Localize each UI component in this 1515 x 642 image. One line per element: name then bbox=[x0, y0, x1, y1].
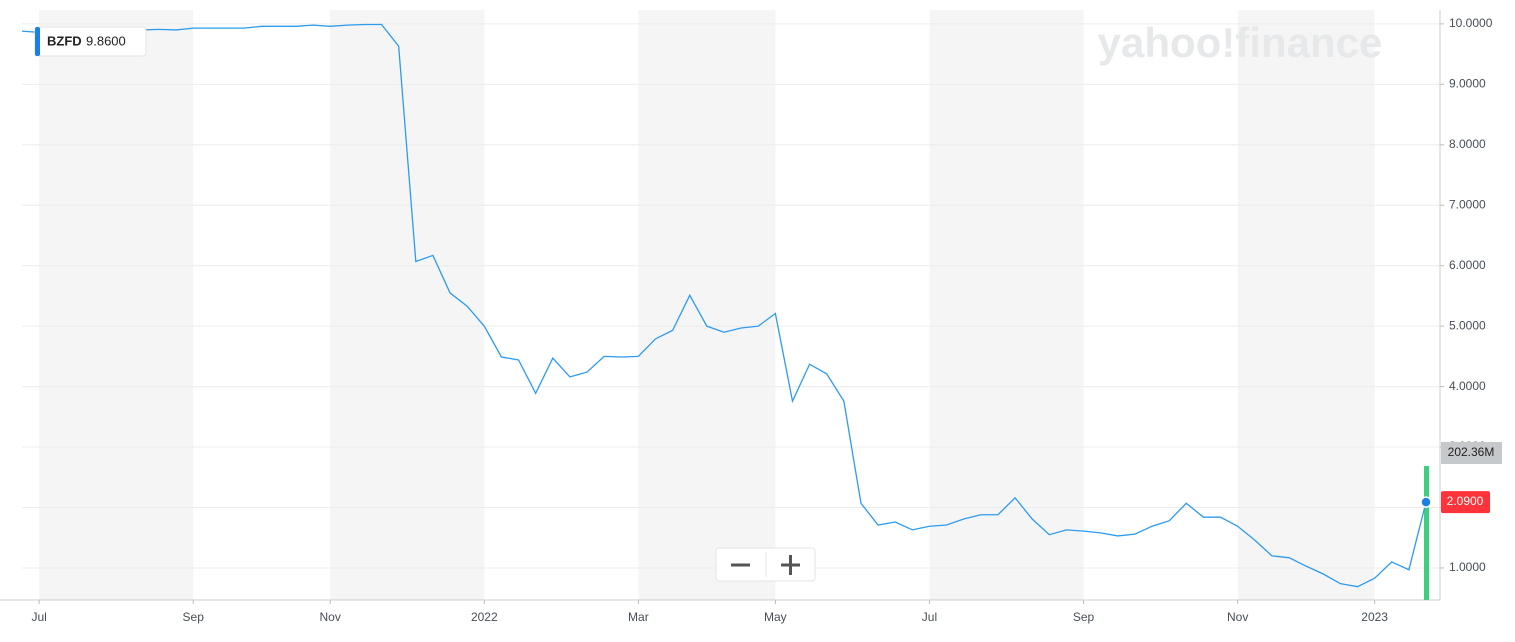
zoom-controls[interactable] bbox=[715, 547, 816, 582]
x-tick-label: Sep bbox=[183, 610, 205, 624]
band bbox=[929, 10, 1084, 600]
x-tick-label: Jul bbox=[922, 610, 937, 624]
band bbox=[1237, 10, 1375, 600]
y-tick-label: 8.0000 bbox=[1449, 137, 1486, 151]
price-line bbox=[21, 23, 1427, 588]
y-tick-label: 10.0000 bbox=[1449, 16, 1493, 30]
x-tick-label: Jul bbox=[31, 610, 46, 624]
x-tick-label: May bbox=[764, 610, 787, 624]
band bbox=[638, 10, 776, 600]
last-price-bg bbox=[1441, 491, 1490, 514]
band bbox=[330, 10, 485, 600]
x-tick-label: Nov bbox=[1227, 610, 1248, 624]
last-price-label: 2.0900 bbox=[1447, 494, 1484, 508]
x-tick-label: 2023 bbox=[1361, 610, 1388, 624]
y-tick-label: 9.0000 bbox=[1449, 77, 1486, 91]
x-tick-label: Sep bbox=[1073, 610, 1095, 624]
y-tick-label: 5.0000 bbox=[1449, 318, 1486, 332]
y-tick-label: 1.0000 bbox=[1449, 560, 1486, 574]
x-tick-label: Nov bbox=[320, 610, 341, 624]
x-tick-label: 2022 bbox=[471, 610, 498, 624]
tooltip-stripe bbox=[35, 27, 40, 56]
tooltip-name: BZFD bbox=[47, 33, 82, 48]
watermark: yahoo!finance bbox=[1098, 19, 1383, 66]
band bbox=[39, 10, 194, 600]
y-tick-label: 4.0000 bbox=[1449, 379, 1486, 393]
tooltip-value: 9.8600 bbox=[86, 33, 126, 48]
last-point bbox=[1420, 496, 1432, 508]
volume-bar bbox=[1424, 466, 1429, 600]
x-tick-label: Mar bbox=[628, 610, 649, 624]
y-tick-label: 6.0000 bbox=[1449, 258, 1486, 272]
y-tick-label: 7.0000 bbox=[1449, 197, 1486, 211]
month-bands bbox=[39, 10, 1375, 600]
volume-label: 202.36M bbox=[1448, 445, 1495, 459]
volume-label-bg bbox=[1441, 442, 1502, 464]
